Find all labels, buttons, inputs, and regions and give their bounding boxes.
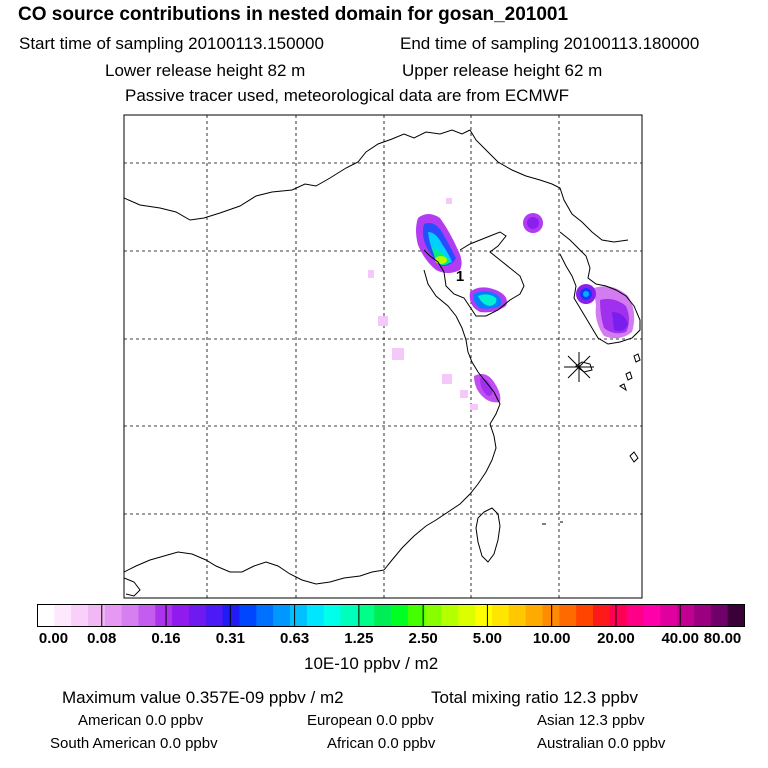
- coast-bohai: [423, 231, 525, 317]
- region-european: European 0.0 ppbv: [307, 712, 434, 729]
- region-australian: Australian 0.0 ppbv: [537, 735, 666, 752]
- upper-height-label: Upper release height 62 m: [402, 61, 603, 80]
- colorbar-tick-label: 2.50: [408, 630, 438, 647]
- colorbar-cell: [508, 604, 527, 627]
- colorbar-cell: [626, 604, 644, 627]
- colorbar-cell: [222, 604, 240, 627]
- colorbar-cell: [660, 604, 678, 627]
- colorbar-unit: 10E-10 ppbv / m2: [304, 654, 439, 673]
- colorbar-cell: [256, 604, 274, 627]
- max-value-text: Maximum value 0.357E-09 ppbv / m2: [62, 688, 344, 707]
- region-south-american: South American 0.0 ppbv: [50, 735, 218, 752]
- colorbar-cell: [593, 604, 611, 627]
- coast-manchuria-border: [469, 129, 629, 243]
- colorbar-tick-label: 0.31: [215, 630, 245, 647]
- colorbar-cell: [121, 604, 139, 627]
- colorbar-cell: [189, 604, 207, 627]
- map-frame: [123, 114, 643, 599]
- start-time-label: Start time of sampling 20100113.150000: [19, 34, 324, 53]
- grid-lines: [124, 115, 642, 598]
- colorbar-cell: [205, 604, 224, 627]
- colorbar-cell: [424, 604, 442, 627]
- region-asian: Asian 12.3 ppbv: [537, 712, 645, 729]
- coast-pearl-delta: [124, 551, 385, 585]
- colorbar-cell: [323, 604, 341, 627]
- colorbar-tick-label: 0.08: [87, 630, 117, 647]
- total-mixing-ratio-text: Total mixing ratio 12.3 ppbv: [431, 688, 638, 707]
- colorbar-frame: [37, 604, 745, 627]
- coast-islands: [542, 353, 641, 525]
- lower-height-label: Lower release height 82 m: [105, 61, 306, 80]
- colorbar-cell: [88, 604, 106, 627]
- colorbar-cell: [576, 604, 594, 627]
- coast-hainan: [124, 577, 141, 597]
- plume-liaodong: [469, 287, 507, 313]
- plume-shandong-south: [474, 374, 501, 403]
- colorbar-cell: [374, 604, 392, 627]
- receptor-marker: [564, 352, 594, 382]
- colorbar-cell: [104, 604, 123, 627]
- colorbar-cell: [71, 604, 89, 627]
- colorbar-cell: [643, 604, 661, 627]
- plume-korea: [576, 284, 635, 339]
- coast-mongolia-border: [124, 129, 471, 221]
- coast-east-china: [383, 269, 501, 571]
- colorbar-dividers: [101, 604, 681, 627]
- colorbar-cell: [475, 604, 493, 627]
- map-plot: 1: [123, 114, 643, 599]
- coastlines: [124, 129, 641, 597]
- colorbar-cell: [138, 604, 156, 627]
- colorbar: [37, 604, 745, 627]
- colorbar-cell: [727, 604, 745, 627]
- plume-northeast: [523, 213, 543, 233]
- colorbar-cell: [54, 604, 72, 627]
- colorbar-cell: [357, 604, 375, 627]
- end-time-label: End time of sampling 20100113.180000: [400, 34, 700, 53]
- tracer-note: Passive tracer used, meteorological data…: [125, 86, 570, 105]
- colorbar-cell: [273, 604, 291, 627]
- colorbar-tick-label: 0.63: [279, 630, 310, 647]
- colorbar-cell: [492, 604, 510, 627]
- colorbar-cell: [458, 604, 476, 627]
- region-african: African 0.0 ppbv: [327, 735, 436, 752]
- colorbar-cell: [172, 604, 190, 627]
- region-american: American 0.0 ppbv: [78, 712, 204, 729]
- colorbar-cell: [407, 604, 426, 627]
- coast-korea: [559, 231, 641, 345]
- colorbar-cell: [542, 604, 560, 627]
- colorbar-cells: [37, 604, 745, 627]
- colorbar-tick-label: 0.16: [151, 630, 181, 647]
- colorbar-tick-label: 1.25: [344, 630, 374, 647]
- plume-bohai-west: [416, 214, 462, 273]
- colorbar-tick-label: 40.00: [661, 630, 699, 647]
- colorbar-cell: [340, 604, 358, 627]
- concentration-field: [368, 198, 635, 410]
- colorbar-tick-label: 10.00: [532, 630, 571, 647]
- coast-taiwan: [475, 507, 501, 563]
- colorbar-cell: [559, 604, 577, 627]
- colorbar-cell: [677, 604, 695, 627]
- colorbar-cell: [155, 604, 173, 627]
- colorbar-cell: [306, 604, 325, 627]
- colorbar-tick-label: 20.00: [597, 630, 635, 647]
- colorbar-tick-label: 0.00: [38, 630, 69, 647]
- plume-faint: [368, 198, 478, 410]
- chart-title: CO source contributions in nested domain…: [18, 4, 569, 25]
- colorbar-tick-label: 5.00: [472, 630, 503, 647]
- colorbar-cell: [710, 604, 729, 627]
- colorbar-cell: [441, 604, 459, 627]
- colorbar-cell: [609, 604, 628, 627]
- colorbar-cell: [694, 604, 712, 627]
- colorbar-tick-label: 80.00: [703, 630, 742, 647]
- map-label: 1: [456, 268, 464, 285]
- colorbar-cell: [37, 604, 55, 627]
- colorbar-cell: [290, 604, 308, 627]
- colorbar-cell: [239, 604, 257, 627]
- colorbar-cell: [391, 604, 409, 627]
- colorbar-cell: [525, 604, 543, 627]
